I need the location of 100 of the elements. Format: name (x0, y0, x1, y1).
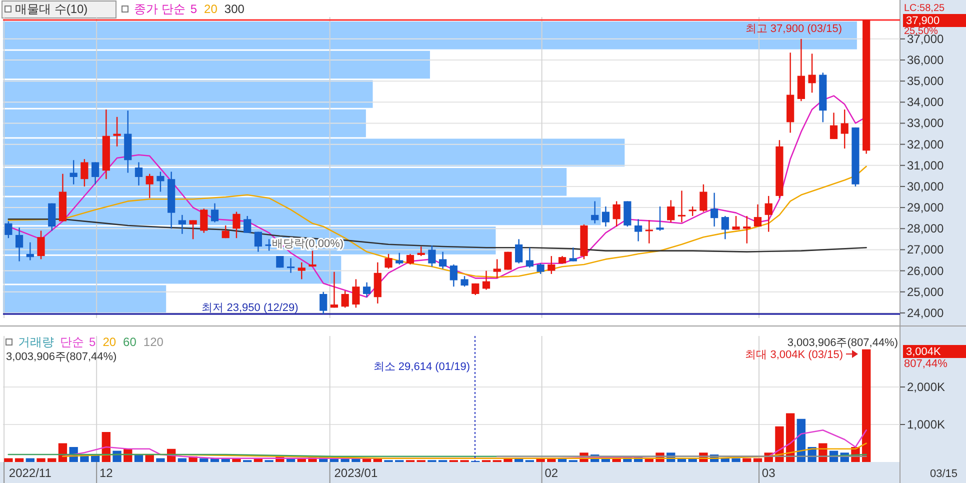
candlestick (352, 278, 360, 308)
candlestick (678, 190, 686, 223)
candlestick (743, 215, 751, 244)
candlestick (26, 242, 34, 261)
y-tick-label: 24,000 (907, 306, 944, 320)
y-tick-label: 30,000 (907, 179, 944, 194)
candlestick (320, 291, 328, 315)
y-tick-label: 2,000K (907, 380, 946, 394)
candlestick (656, 206, 664, 232)
bar (156, 458, 165, 462)
candlestick (178, 214, 186, 234)
y-tick-label: 1,000K (907, 418, 946, 432)
text: 60 (123, 335, 137, 349)
candlestick (396, 252, 404, 266)
candlestick (156, 171, 164, 192)
candlestick (764, 195, 772, 232)
bar (753, 458, 762, 462)
candlestick (612, 200, 620, 228)
candlestick (700, 184, 708, 212)
candlestick (493, 258, 501, 279)
x-tick-label: 2022/11 (8, 466, 52, 480)
candlestick (645, 220, 653, 244)
y-tick-label: 27,000 (907, 242, 944, 257)
bar (742, 458, 752, 462)
candlestick (417, 246, 425, 257)
candlestick (210, 202, 219, 223)
candlestick (710, 192, 718, 228)
candlestick (460, 275, 468, 288)
candlestick (830, 112, 838, 140)
y-tick-label: 29,000 (907, 200, 944, 215)
text: 20 (102, 335, 116, 349)
annotation: 3,003,906주(807,44%) (787, 337, 898, 349)
x-tick-label: 03 (762, 466, 776, 480)
candlestick (439, 251, 447, 270)
text: 37,900 (906, 15, 940, 27)
candlestick (244, 215, 252, 234)
candlestick (536, 262, 544, 275)
candlestick (754, 204, 762, 228)
candlestick (308, 250, 316, 268)
candlestick (384, 253, 392, 270)
bar (732, 458, 740, 462)
chart-title: 거래량 (18, 335, 54, 349)
bar (200, 458, 208, 462)
y-tick-label: 35,000 (907, 74, 944, 88)
text: 3,004K (906, 346, 942, 358)
text: 5 (89, 335, 96, 349)
annotation: 최저 23,950 (12/29) (202, 302, 298, 314)
bar (4, 458, 13, 462)
candlestick (667, 200, 675, 223)
candlestick (200, 208, 208, 234)
candlestick (721, 215, 729, 240)
y-tick-label: 32,000 (907, 137, 944, 152)
candlestick (797, 38, 805, 102)
bar (48, 458, 56, 462)
x-tick-label: 12 (99, 466, 114, 480)
candlestick (4, 220, 12, 239)
candlestick (37, 230, 45, 260)
annotation: 최고 37,900 (03/15) (745, 23, 842, 35)
candlestick (189, 220, 197, 240)
text: 5 (190, 2, 198, 16)
x-tick-label: 02 (544, 466, 558, 480)
candlestick (48, 202, 56, 232)
annotation: 3,003,906주(807,44%) (6, 351, 117, 363)
candlestick (113, 116, 121, 148)
y-tick-label: 36,000 (907, 53, 944, 67)
candlestick (569, 247, 577, 262)
candlestick (80, 158, 88, 188)
legend-title: 종가 단순 (134, 2, 186, 16)
text: 807,44% (904, 358, 948, 370)
candlestick (634, 218, 642, 242)
y-tick-label: 33,000 (907, 116, 944, 130)
text: 120 (143, 335, 164, 349)
line-series (8, 218, 867, 252)
candlestick (548, 255, 556, 275)
bar (36, 458, 46, 462)
y-tick-label: 31,000 (907, 158, 944, 172)
candlestick (450, 264, 458, 288)
y-tick-label: 28,000 (907, 222, 944, 236)
annotation: 최대 3,004K (03/15) (745, 349, 843, 361)
text: LC:58,25 (904, 3, 946, 14)
candlestick (428, 244, 436, 268)
candlestick (286, 258, 295, 274)
y-tick-label: 25,000 (907, 284, 944, 299)
bar (178, 458, 187, 462)
text: 300 (224, 2, 245, 16)
bar (112, 450, 122, 462)
candlestick (591, 200, 599, 224)
candlestick (482, 270, 490, 290)
candlestick (92, 162, 100, 185)
candlestick (602, 206, 610, 228)
bar (26, 458, 34, 462)
candlestick (341, 290, 349, 308)
candlestick (232, 211, 240, 239)
bar (786, 413, 795, 462)
chart-title: 매물대 수(10) (15, 2, 88, 16)
text: 20 (204, 2, 218, 16)
candlestick (146, 173, 154, 199)
candlestick (70, 160, 78, 185)
candlestick (688, 206, 696, 217)
y-tick-label: 34,000 (907, 95, 944, 110)
